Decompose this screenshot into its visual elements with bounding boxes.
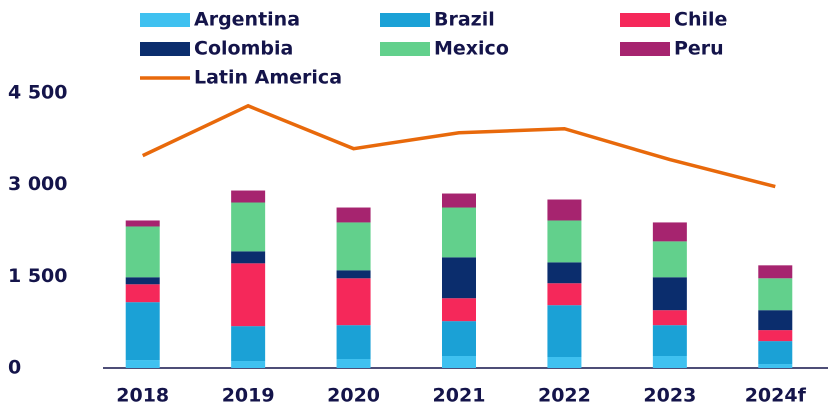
legend-swatch (140, 42, 190, 56)
bar-segment (125, 277, 160, 285)
bar-segment (231, 263, 266, 327)
bar-segment (442, 321, 476, 357)
bar-segment (231, 326, 266, 362)
bar-segment (547, 283, 582, 306)
line-series (141, 103, 776, 189)
bar-segment (758, 278, 793, 311)
bar-segment (442, 298, 476, 322)
bar-segment (336, 359, 371, 368)
bar-segment (547, 357, 582, 368)
bar-segment (442, 356, 476, 368)
legend-label: Chile (674, 9, 727, 31)
x-tick-label: 2023 (643, 385, 696, 407)
bar-segment (336, 207, 371, 223)
bar-segment (652, 310, 687, 326)
legend-swatch (140, 13, 190, 27)
bar-segment (758, 330, 793, 342)
x-tick-label: 2024f (745, 385, 807, 407)
x-tick-label: 2018 (116, 385, 169, 407)
y-tick-label: 0 (8, 357, 21, 379)
bar-segment (125, 360, 160, 368)
x-tick-label: 2021 (433, 385, 486, 407)
bar-segment (231, 202, 266, 252)
legend-label: Peru (674, 38, 724, 60)
legend-swatch (620, 42, 670, 56)
bar-segment (125, 220, 160, 227)
bar-segment (231, 361, 266, 368)
bar-segment (336, 270, 371, 279)
bar-segment (547, 220, 582, 263)
legend-label: Brazil (434, 9, 495, 31)
bar-segment (652, 277, 687, 311)
bar-segment (652, 325, 687, 357)
bar-segment (652, 356, 687, 368)
bar-segment (336, 222, 371, 271)
bar-segment (231, 190, 266, 203)
bar-segment (758, 310, 793, 331)
bar-segment (547, 262, 582, 284)
x-tick-label: 2020 (327, 385, 380, 407)
legend-swatch (380, 13, 430, 27)
legend-label: Mexico (434, 38, 509, 60)
legend-label: Argentina (194, 9, 300, 31)
bar-segment (758, 265, 793, 279)
y-tick-label: 1 500 (8, 265, 68, 287)
bar-segment (125, 302, 160, 361)
legend-swatch (380, 42, 430, 56)
bar-segment (442, 193, 476, 208)
bar-segment (336, 325, 371, 360)
bar-segment (758, 341, 793, 365)
bar-segment (125, 284, 160, 303)
bar-segment (442, 257, 476, 299)
bar-segment (336, 278, 371, 326)
legend-swatch (620, 13, 670, 27)
bar-segment (758, 364, 793, 368)
y-tick-label: 3 000 (8, 173, 68, 195)
x-tick-label: 2022 (538, 385, 591, 407)
bar-segment (547, 305, 582, 357)
y-tick-label: 4 500 (8, 82, 68, 104)
bar-segment (652, 222, 687, 242)
bar-segment (442, 207, 476, 258)
bar-segment (231, 251, 266, 264)
bar-segment (125, 226, 160, 278)
bar-segment (547, 199, 582, 221)
legend-label: Latin America (194, 67, 342, 89)
legend-label: Colombia (194, 38, 293, 60)
bar-segment (652, 241, 687, 278)
x-tick-label: 2019 (222, 385, 275, 407)
